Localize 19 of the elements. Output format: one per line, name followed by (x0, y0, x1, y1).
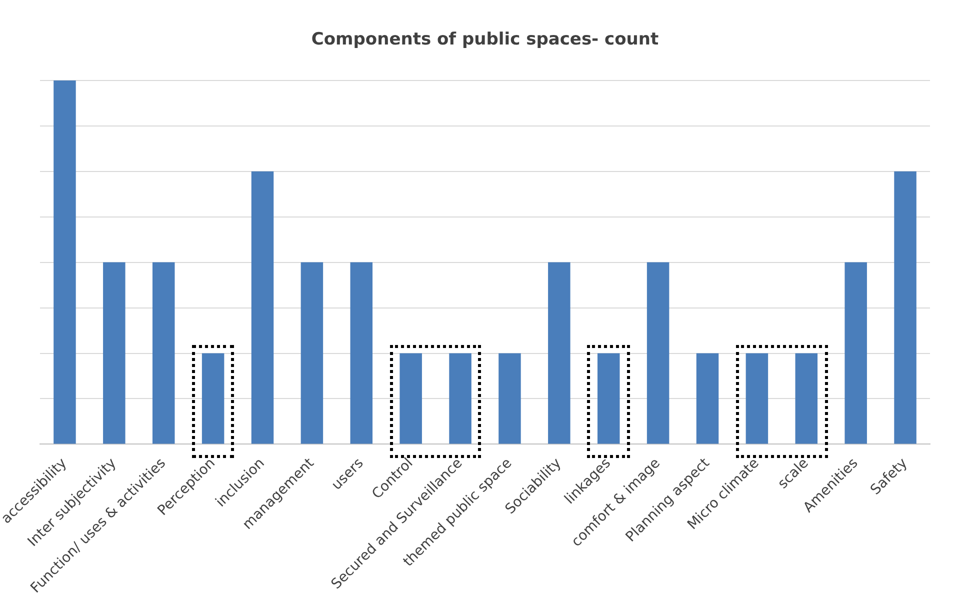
bar (152, 262, 175, 444)
bar (746, 353, 768, 444)
bar (844, 262, 867, 444)
bar (795, 353, 818, 444)
chart-title: Components of public spaces- count (311, 30, 659, 50)
bar (350, 262, 373, 444)
bar (696, 353, 719, 444)
bar (597, 353, 620, 444)
bar (54, 80, 76, 444)
bar (400, 353, 422, 444)
bar (548, 262, 570, 444)
bar (202, 353, 224, 444)
bar (646, 262, 670, 444)
bar (251, 171, 274, 444)
bar (300, 262, 324, 444)
bar (498, 353, 521, 444)
bar (894, 171, 916, 444)
bar (449, 353, 472, 444)
bar (103, 262, 126, 444)
